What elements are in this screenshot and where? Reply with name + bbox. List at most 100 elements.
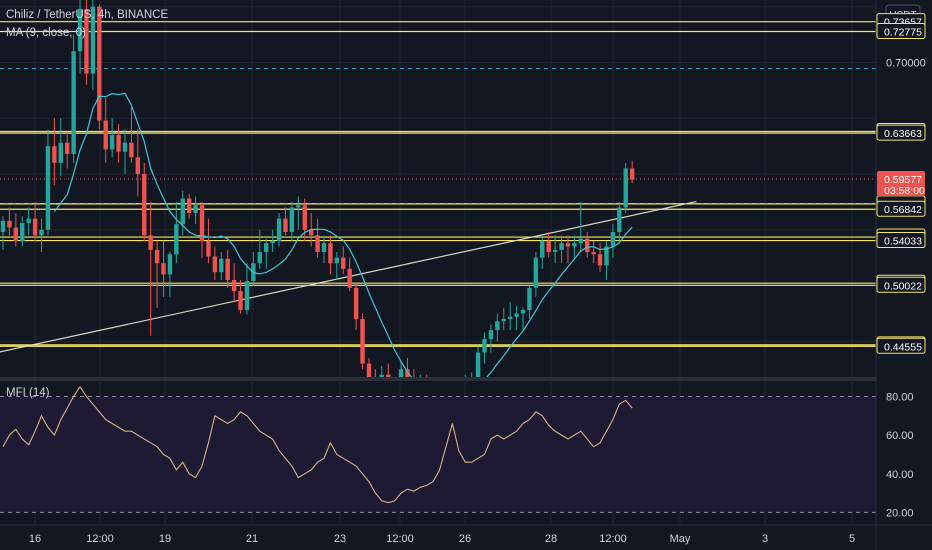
candle-body[interactable] [231,279,237,292]
candle-body[interactable] [604,246,609,266]
candle-body[interactable] [328,243,333,264]
candle-body[interactable] [610,232,616,247]
candle-body[interactable] [225,258,230,280]
candle-body[interactable] [507,316,513,319]
candle-body[interactable] [13,227,19,241]
candle-body[interactable] [540,240,545,258]
candle-body[interactable] [7,220,12,228]
candle-body[interactable] [578,238,583,244]
candle-body[interactable] [597,254,603,266]
candle-body[interactable] [565,243,571,247]
candle-body[interactable] [52,146,57,163]
candle-body[interactable] [495,321,500,331]
candle-body[interactable] [174,224,179,255]
candle-body[interactable] [32,218,38,236]
mfi-legend: MFI (14) [6,387,50,399]
candle-body[interactable] [270,240,275,244]
candle-body[interactable] [161,263,166,275]
candle-body[interactable] [482,339,487,353]
candle-body[interactable] [39,229,44,236]
candle-body[interactable] [0,220,6,232]
mfi-line[interactable] [2,385,633,504]
candle-body[interactable] [296,205,301,208]
candle-body[interactable] [238,291,243,311]
candle-body[interactable] [45,146,51,230]
candle-body[interactable] [546,240,551,253]
candle-body[interactable] [552,249,558,253]
candle-body[interactable] [90,6,96,74]
candle-body[interactable] [20,223,25,241]
candle-body[interactable] [264,243,269,253]
x-tick-label: 19 [159,533,171,545]
candle-body[interactable] [154,249,160,264]
ma-legend: MA (9, close, 0) [6,27,86,39]
candle-body[interactable] [405,369,410,384]
candle-body[interactable] [360,319,365,364]
candle-body[interactable] [212,256,218,273]
candle-body[interactable] [366,363,372,381]
candle-body[interactable] [347,268,352,288]
pane-separator[interactable] [0,377,932,381]
candle-body[interactable] [533,257,539,288]
candle-body[interactable] [206,240,211,257]
candle-body[interactable] [135,157,141,174]
candle-body[interactable] [186,198,192,214]
candle-body[interactable] [71,51,76,154]
current-price-tag[interactable] [877,171,925,197]
level-price-tag[interactable] [876,276,926,293]
candle-body[interactable] [142,174,147,236]
candle-body[interactable] [353,287,359,319]
candle-body[interactable] [26,218,31,224]
candle-body[interactable] [219,258,224,273]
candle-body[interactable] [617,207,622,232]
candle-body[interactable] [109,134,115,150]
candle-body[interactable] [527,287,532,311]
candle-body[interactable] [308,229,314,236]
candle-body[interactable] [520,310,526,314]
level-price-tag[interactable] [876,200,926,217]
candle-body[interactable] [129,142,134,158]
candle-body[interactable] [341,257,346,269]
ma-line[interactable] [53,92,633,390]
level-price-tag[interactable] [876,124,926,141]
candle-body[interactable] [559,243,564,250]
candle-body[interactable] [180,198,185,225]
candle-body[interactable] [321,243,327,253]
candle-body[interactable] [379,374,384,386]
candle-body[interactable] [398,369,404,388]
candle-body[interactable] [591,252,596,255]
candle-body[interactable] [193,205,198,214]
candle-body[interactable] [475,352,481,377]
candle-body[interactable] [97,6,102,121]
candle-body[interactable] [103,120,108,150]
candle-body[interactable] [629,168,635,180]
candle-body[interactable] [623,168,628,208]
candle-body[interactable] [122,142,128,152]
level-price-tag[interactable] [876,23,926,40]
candle-body[interactable] [302,205,307,230]
candle-body[interactable] [283,218,288,232]
candle-body[interactable] [585,238,590,253]
candle-body[interactable] [276,218,282,241]
candle-body[interactable] [199,205,205,241]
candle-body[interactable] [148,235,153,250]
candle-body[interactable] [58,142,63,163]
candle-body[interactable] [315,235,320,253]
candle-body[interactable] [514,313,519,317]
candle-body[interactable] [167,254,173,275]
candle-body[interactable] [488,330,494,340]
candle-body[interactable] [257,252,262,264]
price-pane[interactable] [0,0,876,408]
candle-body[interactable] [84,8,89,74]
level-price-tag[interactable] [876,337,926,354]
candle-body[interactable] [116,134,121,152]
candle-body[interactable] [244,281,250,311]
candle-body[interactable] [386,374,391,384]
candle-body[interactable] [289,207,295,232]
candle-body[interactable] [77,8,83,52]
candle-body[interactable] [334,257,340,264]
level-price-tag[interactable] [876,232,926,249]
candle-body[interactable] [501,319,506,322]
candle-body[interactable] [65,142,70,154]
candle-body[interactable] [572,243,577,247]
